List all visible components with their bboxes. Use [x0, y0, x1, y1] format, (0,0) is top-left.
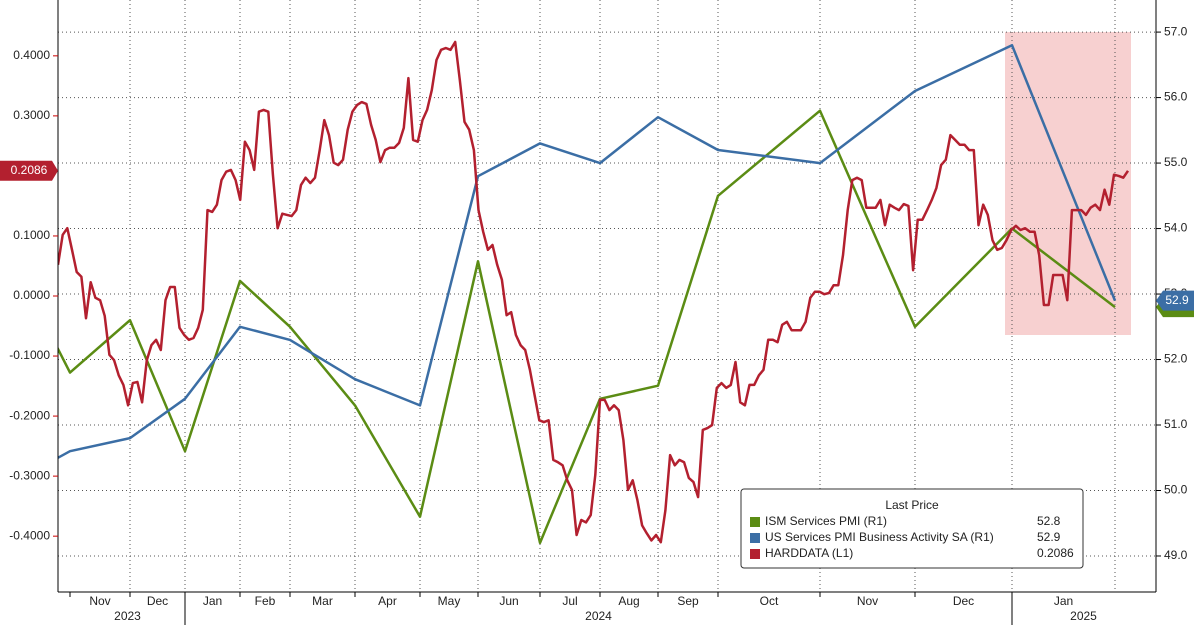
legend-label: HARDDATA (L1) — [765, 546, 853, 560]
value-tag — [0, 160, 58, 181]
y-tick-label: 0.4000 — [13, 48, 50, 62]
y-tick-label: 0.0000 — [13, 288, 50, 302]
series-line — [58, 43, 1117, 460]
y2-tick-label: 49.0 — [1164, 548, 1188, 562]
legend: Last Price ISM Services PMI (R1) 52.8 US S… — [740, 488, 1084, 569]
x-tick-label: Mar — [312, 594, 333, 608]
y2-tick-label: 50.0 — [1164, 483, 1188, 497]
year-label: 2023 — [114, 609, 141, 623]
y2-tick-label: 54.0 — [1164, 221, 1188, 235]
y-tick-label: -0.2000 — [9, 408, 50, 422]
value-tag — [1156, 290, 1194, 311]
y-tick-label: -0.4000 — [9, 528, 50, 542]
y-tick-label: -0.3000 — [9, 468, 50, 482]
x-tick-label: Aug — [618, 594, 639, 608]
x-tick-label: Dec — [147, 594, 168, 608]
y-tick-label: 0.1000 — [13, 228, 50, 242]
series-line — [58, 109, 1116, 545]
x-tick-label: Jun — [499, 594, 518, 608]
legend-swatch — [750, 517, 760, 527]
y2-tick-label: 55.0 — [1164, 155, 1188, 169]
grid — [58, 0, 1156, 592]
legend-box — [740, 488, 1084, 569]
y-tick-label: -0.1000 — [9, 348, 50, 362]
x-tick-label: Feb — [255, 594, 276, 608]
axes: 57.056.055.054.053.052.051.050.049.00.40… — [9, 24, 1188, 625]
legend-value: 52.8 — [1037, 514, 1061, 528]
legend-label: ISM Services PMI (R1) — [765, 514, 887, 528]
legend-value: 52.9 — [1037, 530, 1061, 544]
y2-tick-label: 57.0 — [1164, 24, 1188, 38]
x-tick-label: Nov — [89, 594, 110, 608]
value-tag-label: 52.9 — [1165, 293, 1189, 307]
x-tick-label: Apr — [378, 594, 397, 608]
series-line — [58, 40, 1130, 544]
legend-swatch — [750, 533, 760, 543]
x-tick-label: Sep — [677, 594, 699, 608]
value-tag-label: 0.2086 — [11, 163, 48, 177]
plot-area — [58, 40, 1130, 545]
x-tick-label: Jul — [562, 594, 577, 608]
x-tick-label: Nov — [857, 594, 878, 608]
x-tick-label: May — [438, 594, 461, 608]
legend-label: US Services PMI Business Activity SA (R1… — [765, 530, 994, 544]
x-tick-label: Oct — [760, 594, 779, 608]
year-label: 2025 — [1070, 609, 1097, 623]
y2-tick-label: 52.0 — [1164, 352, 1188, 366]
x-tick-label: Jan — [203, 594, 222, 608]
y-tick-label: 0.3000 — [13, 108, 50, 122]
legend-title: Last Price — [885, 498, 939, 512]
y2-tick-label: 51.0 — [1164, 417, 1188, 431]
legend-swatch — [750, 549, 760, 559]
legend-value: 0.2086 — [1037, 546, 1074, 560]
y2-tick-label: 56.0 — [1164, 90, 1188, 104]
x-tick-label: Jan — [1054, 594, 1073, 608]
x-tick-label: Dec — [953, 594, 974, 608]
year-label: 2024 — [585, 609, 612, 623]
